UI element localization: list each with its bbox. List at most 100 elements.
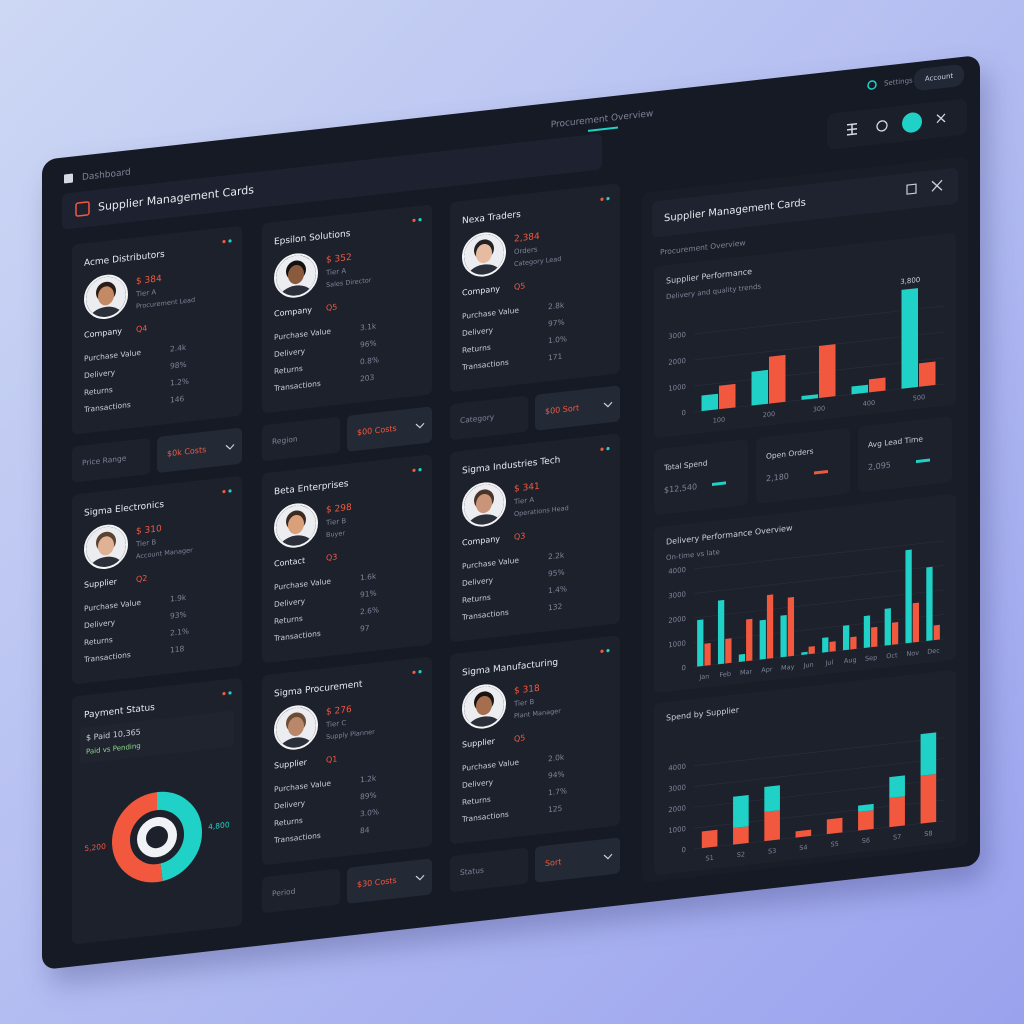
action-icon[interactable] <box>902 111 922 133</box>
row-value: 93% <box>170 610 187 621</box>
y-tick-label: 2000 <box>668 614 686 625</box>
avatar-ring <box>274 253 318 298</box>
avatar <box>276 707 316 750</box>
bar <box>901 288 918 389</box>
chevron <box>415 874 425 881</box>
bar <box>717 599 725 665</box>
row-value: 94% <box>548 769 565 780</box>
card-dot <box>606 196 610 201</box>
card-dot <box>600 649 604 653</box>
donut-segment <box>112 792 163 883</box>
filter-select[interactable]: Region $00 Costs <box>262 406 432 461</box>
filter-select[interactable]: Category $00 Sort <box>450 385 620 440</box>
grid-line <box>694 737 944 767</box>
bar <box>863 615 871 648</box>
tile-value: $12,540 <box>664 482 697 495</box>
x-tick-label: S6 <box>862 836 870 845</box>
card-role: Supplier <box>84 577 118 590</box>
row-value: 2.2k <box>548 550 565 561</box>
row-value: 1.4% <box>548 584 567 595</box>
search-icon[interactable] <box>876 120 888 132</box>
bar-segment <box>795 829 812 838</box>
bar <box>801 651 808 655</box>
card-dot <box>418 218 422 222</box>
card-score: $ 276 <box>326 705 352 718</box>
row-value: 96% <box>360 339 377 350</box>
select-bg <box>72 438 151 483</box>
bar <box>829 641 836 652</box>
grid-line <box>694 614 944 643</box>
x-tick-label: S2 <box>737 850 745 859</box>
close-icon[interactable] <box>931 179 943 192</box>
avatar-ring <box>84 274 128 319</box>
card-dot <box>228 489 232 493</box>
card-metric: Orders <box>514 244 538 256</box>
avatar-face <box>288 265 304 285</box>
card-dot <box>600 447 604 451</box>
row-label: Delivery <box>462 325 494 338</box>
tile-accent <box>814 469 828 475</box>
filter-select[interactable]: Status Sort <box>450 837 620 892</box>
row-label: Returns <box>462 795 491 807</box>
x-tick-label: Sep <box>865 653 877 662</box>
avatar-ring <box>274 503 318 548</box>
donut-segment <box>156 791 202 882</box>
row-value: 98% <box>170 360 187 371</box>
filter-select[interactable]: Period $30 Costs <box>262 858 432 913</box>
row-value: 89% <box>360 791 377 802</box>
bar <box>869 377 886 393</box>
card-dot <box>418 468 422 472</box>
y-tick-label: 0 <box>682 845 686 854</box>
settings-link[interactable]: Settings <box>884 75 913 87</box>
card-metric: Tier A <box>513 495 534 506</box>
bar <box>850 636 857 650</box>
select-value: $00 Sort <box>545 403 579 416</box>
card-score: $ 318 <box>514 684 540 697</box>
avatar-face <box>288 515 304 535</box>
filter-select[interactable]: Price Range$0k Costs <box>72 428 242 483</box>
y-tick-label: 3000 <box>668 589 686 600</box>
card-metric: Tier B <box>135 537 156 548</box>
avatar-face <box>476 243 492 264</box>
donut-center <box>146 826 168 849</box>
card-metric: Tier A <box>135 287 156 298</box>
select-bg <box>262 869 341 913</box>
card-badge: Q5 <box>326 302 337 312</box>
profile-button[interactable] <box>914 64 964 92</box>
y-tick-label: 1000 <box>668 638 686 649</box>
avatar-ring <box>84 524 128 569</box>
bar <box>851 384 868 395</box>
row-label: Returns <box>84 635 113 647</box>
row-value: 3.0% <box>360 807 379 818</box>
close-icon[interactable] <box>936 113 946 124</box>
grid-icon[interactable] <box>847 122 857 136</box>
row-label: Returns <box>274 816 303 828</box>
section-header <box>62 133 602 230</box>
row-value: 1.0% <box>548 334 567 345</box>
bar-segment <box>920 732 937 776</box>
y-tick-label: 4000 <box>668 565 686 576</box>
row-value: 97% <box>548 317 565 328</box>
bar <box>801 394 818 400</box>
tile-value: 2,095 <box>868 460 891 472</box>
x-tick-label: Feb <box>719 670 731 679</box>
row-value: 146 <box>170 394 185 405</box>
value-label: 3,800 <box>900 275 920 286</box>
card-metric: Tier B <box>325 516 346 527</box>
bar <box>780 614 787 658</box>
card-sub: Buyer <box>326 529 345 539</box>
select-value: $00 Costs <box>357 424 397 437</box>
y-tick-label: 0 <box>682 408 686 417</box>
expand-icon[interactable] <box>906 183 917 195</box>
